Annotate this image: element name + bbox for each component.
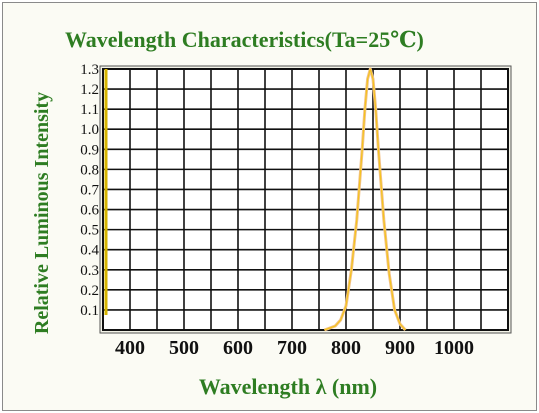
x-tick-label: 600 bbox=[223, 337, 253, 359]
spectrum-curve-highlight bbox=[324, 68, 406, 331]
y-tick-label: 0.7 bbox=[80, 182, 99, 198]
y-tick-label: 1.0 bbox=[80, 122, 99, 138]
x-tick-label: 1000 bbox=[434, 337, 474, 359]
y-tick-label: 1.1 bbox=[80, 102, 99, 118]
x-tick-label: 400 bbox=[115, 337, 145, 359]
y-axis-label: Relative Luminous Intensity bbox=[31, 92, 53, 334]
x-tick-label: 800 bbox=[331, 337, 361, 359]
y-tick-labels: 0.1 0.2 0.3 0.4 0.5 0.6 0.7 0.8 0.9 1.0 1.1 1.2 1.3 bbox=[80, 62, 99, 319]
y-tick-label: 1.2 bbox=[80, 82, 99, 98]
plot-area bbox=[102, 68, 509, 331]
y-tick-label: 0.4 bbox=[80, 243, 99, 259]
plot-frame bbox=[99, 65, 512, 334]
x-tick-label: 500 bbox=[169, 337, 199, 359]
y-tick-label: 0.6 bbox=[80, 203, 99, 219]
y-tick-label: 0.2 bbox=[80, 283, 99, 299]
y-tick-label: 0.9 bbox=[80, 142, 99, 158]
y-tick-label: 0.1 bbox=[80, 303, 99, 319]
y-tick-label: 0.8 bbox=[80, 162, 99, 178]
x-tick-labels: 400 500 600 700 800 900 1000 bbox=[115, 337, 474, 359]
spectrum-series bbox=[323, 67, 407, 332]
wavelength-chart: Wavelength Characteristics(Ta=25℃) Relat… bbox=[31, 27, 512, 399]
x-tick-label: 900 bbox=[385, 337, 415, 359]
y-tick-label: 0.3 bbox=[80, 263, 99, 279]
x-axis-label: Wavelength λ (nm) bbox=[199, 374, 377, 399]
x-tick-label: 700 bbox=[277, 337, 307, 359]
grid-lines bbox=[103, 68, 508, 330]
y-tick-label: 1.3 bbox=[80, 62, 99, 78]
chart-title: Wavelength Characteristics(Ta=25℃) bbox=[65, 27, 424, 52]
y-tick-label: 0.5 bbox=[80, 223, 99, 239]
